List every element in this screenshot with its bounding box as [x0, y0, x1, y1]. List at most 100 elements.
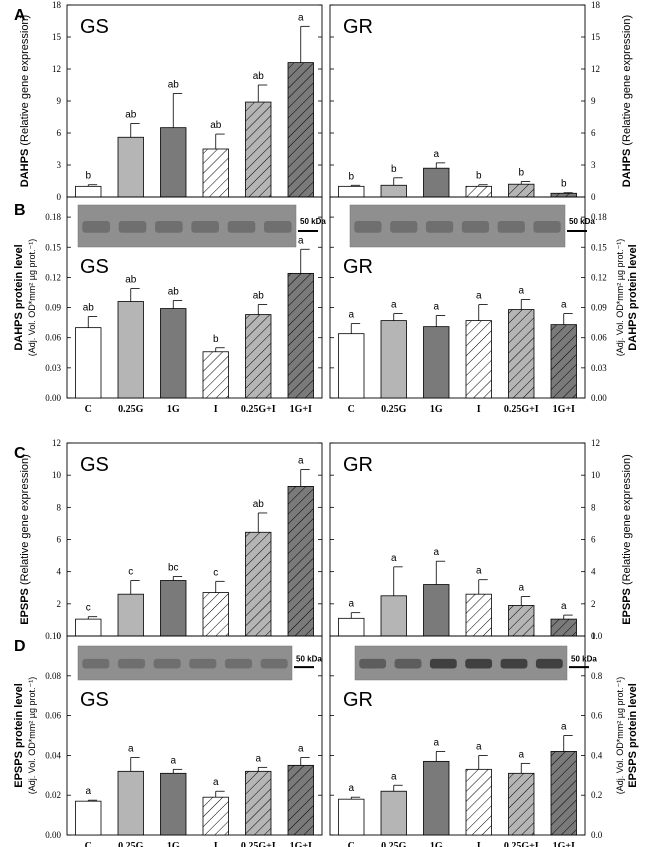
chart-C-GS-y-tick-label: 0 [57, 631, 62, 641]
chart-C-GS-significance-letter: c [128, 567, 133, 578]
chart-A-GS-y-axis-label: DAHPS (Relative gene expression) [19, 15, 31, 187]
chart-B-GS-y-axis-label: DAHPS protein level (Adj. Vol. OD*mm² µg … [13, 239, 37, 356]
chart-B-GR-blot-size-label: 50 kDa [569, 217, 595, 226]
chart-C-GR-y-tick-label: 4 [591, 567, 596, 577]
chart-D-GS-blot-band [260, 658, 288, 669]
chart-C-GS-bar-1G [160, 580, 187, 637]
chart-A-GR-y-tick-label: 15 [591, 32, 601, 42]
chart-A-GS-bar-0.25G [117, 136, 144, 198]
chart-C-GR-y-tick-label: 8 [591, 502, 596, 512]
chart-B-GS-bar-C [75, 327, 102, 399]
chart-A-GR-significance-letter: b [391, 164, 397, 175]
chart-A-GS-significance-letter: ab [253, 71, 265, 82]
chart-D-GR-bar-0.25G+I [508, 772, 535, 836]
chart-C-GS-bar-0.25G [117, 593, 144, 637]
chart-B-GS-bar-1G [160, 308, 187, 399]
chart-B-GR-plot-frame [329, 196, 586, 399]
chart-C-GR-y-axis-label-main: EPSPS [621, 588, 633, 625]
chart-C-GR-bar-I [465, 593, 492, 637]
chart-B-GR-bar-0.25G+I [508, 309, 535, 399]
chart-C-GR-significance-letter: a [561, 601, 567, 612]
chart-D-GR-y-tick-label: 0.4 [591, 750, 603, 760]
chart-A-GS-y-tick-label: 9 [57, 96, 62, 106]
chart-D-GS-x-tick-label: C [85, 841, 92, 847]
chart-D-GR-bar-C [338, 798, 365, 836]
chart-D-GR-y-tick-label: 0.8 [591, 671, 603, 681]
chart-B-GR-significance-letter: a [476, 291, 482, 302]
chart-B-GS-blot-band [191, 220, 219, 233]
panel-letter-C: C [14, 445, 26, 462]
chart-D-GR-bar-0.25G [380, 790, 407, 836]
chart-D-GR-y-tick-label: 0.2 [591, 790, 602, 800]
chart-A-GR-significance-letter: b [348, 171, 354, 182]
chart-D-GR-title: GR [343, 689, 373, 711]
chart-B-GS-blot-band [227, 220, 256, 233]
chart-D-GR-x-tick-label: I [477, 841, 481, 847]
chart-B-GR-x-tick-label: 0.25G+I [504, 404, 539, 415]
chart-B-GR-y-tick-label: 0.03 [591, 363, 607, 373]
chart-D-GS-significance-letter: a [128, 743, 134, 754]
chart-B-GS-y-tick-label: 0.15 [45, 242, 61, 252]
chart-C-GR-bar-1G [423, 584, 450, 637]
chart-C-GR-significance-letter: a [391, 553, 397, 564]
chart-B-GR-y-tick-label: 0.15 [591, 242, 607, 252]
chart-D-GS-y-tick-label: 0.08 [45, 671, 61, 681]
chart-A-GS-significance-letter: ab [125, 109, 137, 120]
chart-C-GS-significance-letter: bc [168, 562, 179, 573]
chart-D-GR-significance-letter: a [518, 749, 524, 760]
chart-C-GR-y-axis-label: EPSPS (Relative gene expression) [621, 454, 633, 625]
chart-C-GS-y-axis-label-main: EPSPS [19, 588, 31, 625]
chart-C-GR-bar-0.25G+I [508, 605, 535, 637]
chart-B-GR-y-tick-label: 0.00 [591, 393, 607, 403]
chart-D-GR-blot-band [535, 658, 563, 669]
chart-A-GR-bar-0.25G [380, 184, 407, 198]
chart-B-GS-significance-letter: ab [125, 274, 137, 285]
chart-D-GR-y-tick-label: 1.0 [591, 631, 603, 641]
chart-B-GR-blot-band [425, 220, 454, 233]
chart-A-GR-y-tick-label: 6 [591, 128, 596, 138]
chart-D-GS-bar-0.25G [117, 770, 144, 836]
chart-B-GS-significance-letter: ab [168, 287, 180, 298]
chart-D-GR-x-tick-label: 1G [430, 841, 443, 847]
chart-D-GS-y-tick-label: 0.04 [45, 750, 61, 760]
chart-C-GS-bar-1G+I [287, 486, 314, 637]
chart-C-GS-significance-letter: c [213, 567, 218, 578]
chart-B-GS-x-tick-label: 1G [167, 404, 180, 415]
chart-B-GS-x-tick-label: 0.25G+I [241, 404, 276, 415]
chart-C-GS-bar-C [75, 618, 102, 637]
chart-B-GS-y-tick-label: 0.03 [45, 363, 61, 373]
chart-C-GS-title: GS [80, 454, 109, 476]
chart-D-GS-blot-band [189, 658, 217, 669]
chart-A-GR-y-axis-label: DAHPS (Relative gene expression) [621, 15, 633, 187]
chart-D-GS-blot-size-label: 50 kDa [296, 654, 322, 663]
chart-D-GR-bar-1G+I [550, 751, 577, 836]
chart-B-GR-bar-C [338, 333, 365, 399]
chart-B-GR-x-tick-label: 0.25G [381, 404, 407, 415]
chart-C-GR-bar-C [338, 617, 365, 637]
chart-D-GR-y-tick-label: 0.0 [591, 830, 603, 840]
chart-B-GR-y-tick-label: 0.09 [591, 303, 607, 313]
chart-D-GR-significance-letter: a [348, 783, 354, 794]
chart-D-GR-blot-band [429, 658, 457, 669]
chart-B-GS-x-tick-label: I [214, 404, 218, 415]
chart-B-GR-x-tick-label: C [348, 404, 355, 415]
chart-D-GS-significance-letter: a [255, 753, 261, 764]
chart-D-GR-plot-frame [329, 635, 586, 836]
chart-B-GR-blot-band [533, 220, 561, 233]
chart-A-GS-y-tick-label: 6 [57, 128, 62, 138]
chart-D-GS-y-axis-label: EPSPS protein level (Adj. Vol. OD*mm² µg … [13, 677, 37, 794]
chart-D-GR-x-tick-label: 1G+I [553, 841, 575, 847]
chart-D-GS-bar-1G [160, 772, 187, 836]
chart-A-GS-significance-letter: ab [210, 120, 222, 131]
chart-A-GS-significance-letter: ab [168, 80, 180, 91]
chart-D-GS-blot-band [224, 658, 253, 669]
chart-B-GS-title: GS [80, 256, 109, 278]
chart-D-GR-bar-I [465, 768, 492, 836]
chart-A-GS-bar-C [75, 185, 102, 198]
chart-B-GS-y-tick-label: 0.06 [45, 333, 61, 343]
chart-C-GR-y-tick-label: 12 [591, 438, 600, 448]
chart-D-GR-x-tick-label: 0.25G [381, 841, 407, 847]
chart-C-GR-y-tick-label: 10 [591, 470, 601, 480]
chart-A-GR-significance-letter: b [561, 179, 567, 190]
